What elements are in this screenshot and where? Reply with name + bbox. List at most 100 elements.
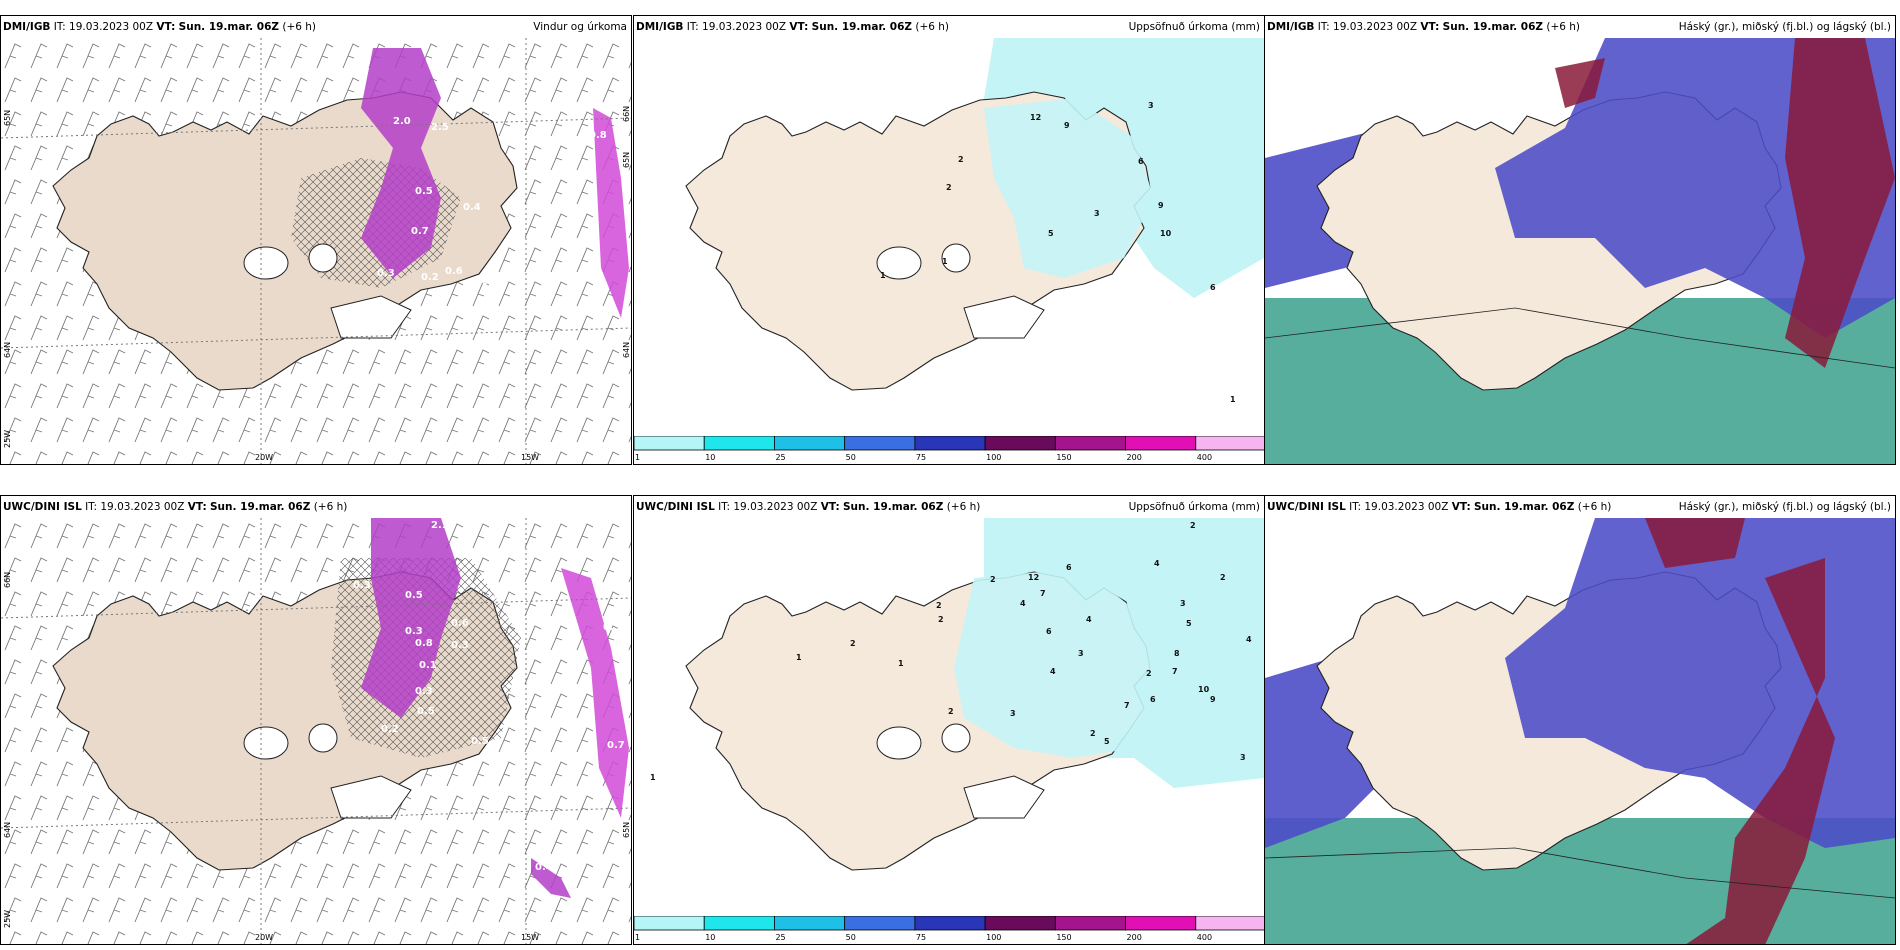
colorbar-tick-label: 75 — [916, 933, 926, 942]
init-time: 19.03.2023 00Z — [69, 21, 154, 33]
accum-value: 1 — [650, 773, 656, 782]
valid-time: Sun. 19.mar. 06Z — [1474, 501, 1575, 513]
colorbar-swatch — [634, 916, 705, 931]
glacier — [963, 775, 1045, 819]
precip-value: 0.5 — [405, 590, 423, 601]
accum-value: 6 — [1138, 157, 1144, 166]
colorbar-swatch — [1054, 916, 1126, 931]
parallel-66n — [1, 597, 631, 619]
map-clouds — [1265, 518, 1895, 944]
colorbar-swatch — [914, 436, 986, 451]
accum-value: 2 — [948, 707, 954, 716]
accum-value: 6 — [1046, 627, 1052, 636]
panel-title: Háský (gr.), miðský (fj.bl.) og lágský (… — [1678, 21, 1891, 33]
colorbar-tick-label: 1 — [635, 453, 640, 462]
accum-value: 2 — [946, 183, 952, 192]
accum-value: 10 — [1160, 229, 1172, 238]
model-name: DMI/IGB — [1267, 21, 1315, 33]
lat-label: 25W — [3, 430, 12, 448]
colorbar-swatch — [774, 436, 846, 451]
lat-label: 65N — [622, 152, 631, 168]
accum-value: 3 — [1240, 753, 1246, 762]
panel-header: DMI/IGB IT: 19.03.2023 00Z VT: Sun. 19.m… — [634, 16, 1264, 38]
accum-value: 2 — [990, 575, 996, 584]
colorbar: 1 10 25 50 75 100 150 200 400 — [634, 436, 1264, 462]
panel-header: UWC/DINI ISL IT: 19.03.2023 00Z VT: Sun.… — [1265, 496, 1895, 518]
accum-value: 6 — [1210, 283, 1216, 292]
precip-value: 2.5 — [431, 122, 449, 133]
accum-value: 1 — [942, 257, 948, 266]
accum-value: 6 — [1150, 695, 1156, 704]
lead-time: (+6 h) — [1577, 501, 1612, 513]
lead-time: (+6 h) — [915, 21, 950, 33]
colorbar-tick-label: 10 — [705, 933, 715, 942]
valid-time: Sun. 19.mar. 06Z — [811, 21, 912, 33]
accum-value: 5 — [1048, 229, 1054, 238]
accum-value: 2 — [938, 615, 944, 624]
accum-value: 10 — [1198, 685, 1210, 694]
lat-label: 64N — [622, 342, 631, 358]
valid-time: Sun. 19.mar. 06Z — [210, 501, 311, 513]
glacier — [330, 775, 412, 819]
colorbar-tick-label: 150 — [1056, 933, 1071, 942]
colorbar-tick-label: 10 — [705, 453, 715, 462]
model-name: UWC/DINI ISL — [1267, 501, 1346, 513]
glacier — [308, 243, 338, 273]
panel-accum-dini: UWC/DINI ISL IT: 19.03.2023 00Z VT: Sun.… — [633, 495, 1265, 945]
lat-label: 64N — [3, 822, 12, 838]
accum-value: 12 — [1028, 573, 1039, 582]
colorbar-tick-label: 100 — [986, 933, 1001, 942]
colorbar-tick-label: 200 — [1127, 453, 1142, 462]
model-name: DMI/IGB — [3, 21, 51, 33]
colorbar-swatch — [844, 916, 916, 931]
accum-value: 6 — [1066, 563, 1072, 572]
precip-value: 0.3 — [451, 640, 469, 651]
accum-value: 1 — [1230, 395, 1236, 404]
boundary-line — [1265, 307, 1895, 369]
precip-value: 0.8 — [415, 638, 433, 649]
accum-value: 1 — [796, 653, 802, 662]
colorbar-swatch — [703, 436, 775, 451]
glacier — [876, 726, 922, 760]
map-clouds — [1265, 38, 1895, 464]
precip-value: 0.7 — [607, 740, 625, 751]
glacier — [243, 726, 289, 760]
model-name: DMI/IGB — [636, 21, 684, 33]
high-cloud — [1645, 518, 1745, 568]
precip-area-coast — [593, 108, 629, 318]
accum-value: 3 — [1148, 101, 1154, 110]
precip-value: 0.3 — [415, 686, 433, 697]
accum-value: 1 — [898, 659, 904, 668]
colorbar-swatch — [1054, 436, 1126, 451]
colorbar-tick-label: 25 — [775, 933, 785, 942]
colorbar-swatch — [1195, 916, 1264, 931]
colorbar-swatch — [984, 916, 1056, 931]
colorbar-swatch — [634, 436, 705, 451]
glacier — [963, 295, 1045, 339]
colorbar-swatch — [1125, 436, 1197, 451]
panel-wind-precip-dini: UWC/DINI ISL IT: 19.03.2023 00Z VT: Sun.… — [0, 495, 632, 945]
colorbar-tick-label: 1 — [635, 933, 640, 942]
accum-value: 2 — [1220, 573, 1226, 582]
panel-clouds-dmi: DMI/IGB IT: 19.03.2023 00Z VT: Sun. 19.m… — [1264, 15, 1896, 465]
panel-header: UWC/DINI ISL IT: 19.03.2023 00Z VT: Sun.… — [634, 496, 1264, 518]
precip-value: 0.7 — [411, 226, 429, 237]
colorbar-swatch — [774, 916, 846, 931]
precip-value: 0.8 — [589, 130, 607, 141]
precip-value: 0.5 — [471, 736, 489, 747]
precip-area — [361, 518, 461, 718]
panel-wind-precip-dmi: DMI/IGB IT: 19.03.2023 00Z VT: Sun. 19.m… — [0, 15, 632, 465]
lat-label: 66N — [622, 106, 631, 122]
high-cloud — [1555, 58, 1605, 108]
lon-label: 15W — [521, 453, 539, 462]
accum-value: 7 — [1172, 667, 1178, 676]
map-wind-precip: 20W 15W 65N 64N 66N 25W 65N 64N 2.0 2.5 … — [1, 38, 631, 464]
colorbar-tick-label: 75 — [916, 453, 926, 462]
lead-time: (+6 h) — [313, 501, 348, 513]
lat-label: 65N — [622, 822, 631, 838]
colorbar-tick-label: 400 — [1197, 933, 1212, 942]
precip-value: 0.3 — [603, 622, 621, 633]
colorbar-tick-label: 400 — [1197, 453, 1212, 462]
accum-value: 2 — [958, 155, 964, 164]
colorbar-swatch — [914, 916, 986, 931]
